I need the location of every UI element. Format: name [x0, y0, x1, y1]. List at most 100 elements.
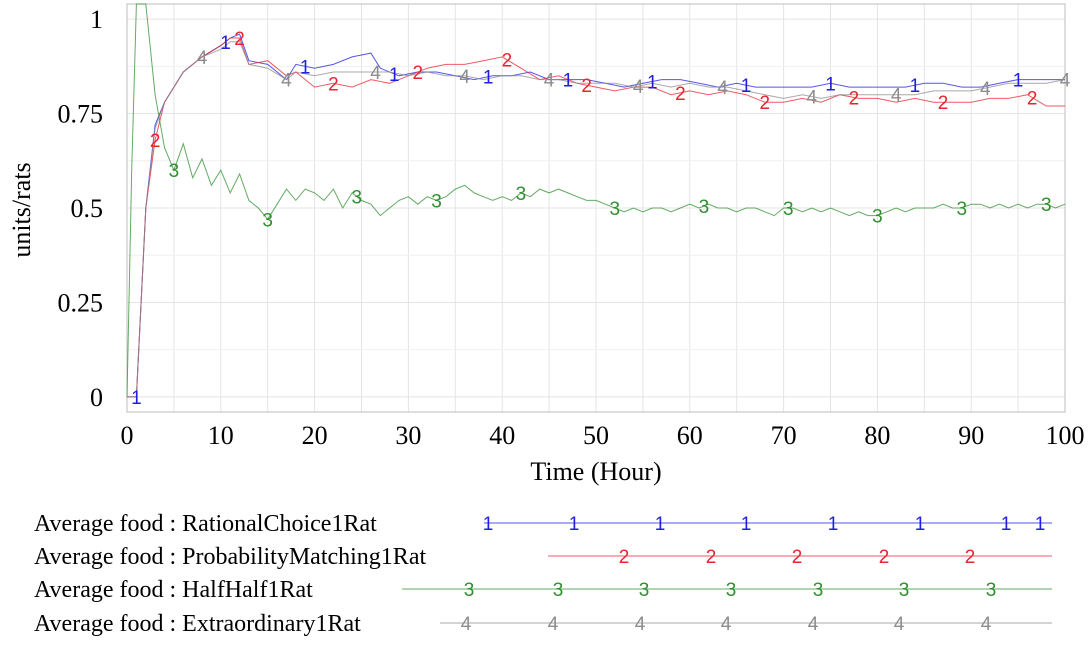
legend-marker-3: 3 [726, 580, 737, 601]
legend-label-2: Average food : ProbabilityMatching1Rat [34, 544, 426, 570]
legend-marker-4: 4 [808, 614, 819, 635]
legend-marker-3: 3 [639, 580, 650, 601]
x-tick-label: 40 [489, 421, 515, 450]
series-marker-3: 3 [699, 197, 710, 218]
series-marker-2: 2 [760, 93, 771, 114]
series-marker-4: 4 [1060, 71, 1071, 92]
series-marker-3: 3 [431, 191, 442, 212]
legend-marker-4: 4 [548, 614, 559, 635]
series-marker-1: 1 [131, 388, 142, 409]
series-marker-2: 2 [849, 89, 860, 110]
series-marker-2: 2 [502, 51, 513, 72]
series-marker-4: 4 [980, 79, 991, 100]
legend-label-1: Average food : RationalChoice1Rat [34, 511, 377, 537]
legend-label-4: Average food : Extraordinary1Rat [34, 611, 361, 637]
x-tick-label: 60 [677, 421, 703, 450]
series-marker-4: 4 [891, 86, 902, 107]
legend-marker-3: 3 [986, 580, 997, 601]
series-marker-1: 1 [483, 68, 494, 89]
x-tick-label: 10 [208, 421, 234, 450]
series-marker-3: 3 [352, 188, 363, 209]
legend-marker-3: 3 [813, 580, 824, 601]
series-marker-4: 4 [370, 63, 381, 84]
series-marker-3: 3 [516, 184, 527, 205]
y-tick-label: 0.25 [58, 288, 104, 317]
series-marker-1: 1 [300, 57, 311, 78]
series-marker-1: 1 [389, 65, 400, 86]
series-marker-1: 1 [741, 76, 752, 97]
series-marker-4: 4 [717, 78, 728, 99]
series-marker-4: 4 [459, 67, 470, 88]
legend-marker-1: 1 [1035, 514, 1046, 535]
y-tick-label: 0.75 [58, 100, 104, 129]
legend-marker-2: 2 [965, 547, 976, 568]
series-marker-2: 2 [938, 93, 949, 114]
series-marker-1: 1 [910, 76, 921, 97]
legend-label-3: Average food : HalfHalf1Rat [34, 577, 313, 603]
legend-marker-2: 2 [706, 547, 717, 568]
series-marker-1: 1 [563, 71, 574, 92]
series-lines [126, 3, 1066, 398]
x-tick-label: 80 [864, 421, 890, 450]
legend-marker-3: 3 [899, 580, 910, 601]
plot-frame [126, 3, 1066, 413]
y-axis-ticks: 0 0.25 0.5 0.75 1 [58, 5, 104, 412]
x-axis-label: Time (Hour) [530, 457, 661, 486]
series-marker-1: 1 [647, 72, 658, 93]
series-marker-4: 4 [197, 48, 208, 69]
x-tick-label: 90 [958, 421, 984, 450]
series-line-2 [127, 37, 1065, 398]
series-marker-4: 4 [806, 88, 817, 109]
y-tick-label: 1 [90, 5, 103, 34]
series-marker-1: 1 [220, 33, 231, 54]
series-marker-2: 2 [150, 131, 161, 152]
legend-marker-1: 1 [569, 514, 580, 535]
legend-marker-1: 1 [915, 514, 926, 535]
legend-marker-4: 4 [721, 614, 732, 635]
legend-marker-2: 2 [792, 547, 803, 568]
x-tick-label: 0 [121, 421, 134, 450]
y-axis-label: units/rats [7, 162, 36, 257]
legend-marker-1: 1 [741, 514, 752, 535]
series-marker-3: 3 [262, 210, 273, 231]
series-marker-2: 2 [1027, 89, 1038, 110]
series-marker-1: 1 [1013, 71, 1024, 92]
series-marker-3: 3 [783, 199, 794, 220]
series-marker-2: 2 [675, 84, 686, 105]
series-marker-4: 4 [633, 77, 644, 98]
legend-marker-1: 1 [828, 514, 839, 535]
series-marker-3: 3 [609, 199, 620, 220]
x-tick-label: 50 [583, 421, 609, 450]
series-line-4 [127, 41, 1066, 398]
y-tick-label: 0 [90, 383, 103, 412]
series-marker-2: 2 [581, 76, 592, 97]
x-axis-ticks: 0 10 20 30 40 50 60 70 80 90 100 [121, 421, 1085, 450]
x-tick-label: 30 [395, 421, 421, 450]
series-marker-3: 3 [872, 207, 883, 228]
series-marker-1: 1 [825, 74, 836, 95]
legend-marker-1: 1 [655, 514, 666, 535]
legend-marker-2: 2 [619, 547, 630, 568]
series-marker-3: 3 [957, 199, 968, 220]
series-marker-2: 2 [328, 74, 339, 95]
legend-marker-1: 1 [483, 514, 494, 535]
legend: Average food : RationalChoice1Rat 1 1 1 1 1 1 1… [34, 511, 1052, 637]
x-tick-label: 100 [1046, 421, 1085, 450]
legend-marker-4: 4 [981, 614, 992, 635]
legend-marker-4: 4 [461, 614, 472, 635]
series-marker-2: 2 [234, 29, 245, 50]
series-line-3 [126, 3, 1066, 397]
x-tick-label: 70 [771, 421, 797, 450]
series-marker-3: 3 [1041, 195, 1052, 216]
series-marker-2: 2 [412, 63, 423, 84]
series-marker-4: 4 [544, 71, 555, 92]
series-marker-3: 3 [169, 161, 180, 182]
legend-marker-1: 1 [1001, 514, 1012, 535]
x-tick-label: 20 [302, 421, 328, 450]
series-marker-4: 4 [281, 71, 292, 92]
legend-marker-2: 2 [879, 547, 890, 568]
legend-marker-3: 3 [464, 580, 475, 601]
y-tick-label: 0.5 [71, 194, 104, 223]
